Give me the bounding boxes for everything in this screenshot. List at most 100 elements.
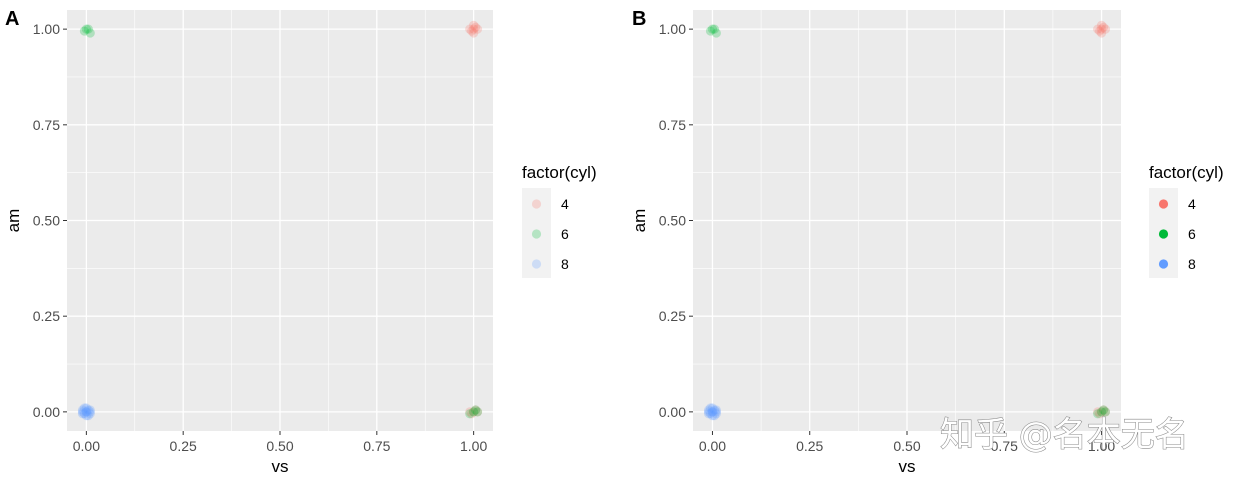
y-tick-label: 1.00 bbox=[659, 21, 686, 37]
data-point bbox=[1095, 26, 1105, 36]
legend-label: 8 bbox=[561, 256, 569, 272]
data-point bbox=[465, 409, 475, 419]
x-tick-label: 0.75 bbox=[363, 438, 390, 454]
data-point bbox=[1093, 24, 1103, 34]
x-tick-label: 0.50 bbox=[266, 438, 293, 454]
data-point bbox=[77, 409, 88, 419]
data-point bbox=[83, 405, 93, 415]
data-point bbox=[711, 28, 721, 38]
data-point bbox=[81, 403, 91, 413]
data-point bbox=[707, 407, 718, 417]
data-point bbox=[707, 24, 718, 34]
y-tick-label: 0.50 bbox=[33, 213, 60, 229]
data-point bbox=[467, 409, 477, 419]
data-point bbox=[472, 407, 483, 417]
data-point bbox=[707, 407, 718, 417]
data-point bbox=[81, 24, 91, 34]
x-tick-label: 0.50 bbox=[893, 438, 920, 454]
legend-label: 6 bbox=[1188, 226, 1196, 242]
data-point bbox=[467, 26, 477, 36]
y-tick-label: 0.50 bbox=[659, 213, 686, 229]
y-tick-label: 1.00 bbox=[33, 21, 60, 37]
y-tick-label: 0.00 bbox=[659, 404, 686, 420]
data-point bbox=[472, 407, 483, 417]
y-axis-title: am bbox=[4, 209, 23, 233]
data-point bbox=[1096, 24, 1107, 34]
legend-label: 4 bbox=[561, 196, 569, 212]
data-point bbox=[1098, 22, 1109, 32]
data-point bbox=[1100, 407, 1111, 417]
data-point bbox=[85, 405, 95, 415]
data-point bbox=[711, 407, 721, 417]
legend-key-background bbox=[522, 188, 551, 278]
data-point bbox=[85, 407, 95, 417]
data-point bbox=[1098, 405, 1109, 415]
data-point bbox=[1098, 405, 1109, 415]
x-tick-label: 0.00 bbox=[73, 438, 100, 454]
legend-key bbox=[531, 199, 542, 209]
panel-b: B 0.00 0.25 0.50 0.75 1.00 0.00 0.25 0.50 0.75 1.0… bbox=[630, 8, 1224, 476]
legend-key bbox=[1158, 259, 1169, 269]
data-point bbox=[1096, 20, 1107, 30]
data-point bbox=[707, 403, 718, 413]
panel-letter: B bbox=[632, 8, 646, 30]
legend-key bbox=[531, 229, 542, 239]
x-axis-title: vs bbox=[272, 457, 289, 476]
data-point bbox=[705, 409, 716, 419]
legend-label: 6 bbox=[561, 226, 569, 242]
data-point bbox=[1093, 409, 1103, 419]
data-point bbox=[1096, 407, 1107, 417]
x-tick-label: 1.00 bbox=[1088, 438, 1115, 454]
legend-key bbox=[531, 259, 542, 269]
data-point bbox=[79, 403, 90, 413]
data-point bbox=[470, 22, 481, 32]
data-point bbox=[1093, 407, 1103, 417]
data-point bbox=[705, 403, 716, 413]
data-point bbox=[465, 24, 475, 34]
watermark-text: 知乎 @名本无名 bbox=[940, 415, 1189, 455]
data-point bbox=[470, 405, 481, 415]
legend-title: factor(cyl) bbox=[522, 163, 597, 182]
x-tick-label: 0.25 bbox=[796, 438, 823, 454]
data-point bbox=[711, 409, 721, 419]
data-point bbox=[83, 24, 93, 34]
data-point bbox=[81, 407, 91, 417]
data-point bbox=[703, 409, 714, 419]
panel-letter: A bbox=[5, 8, 19, 30]
data-point bbox=[83, 411, 93, 421]
data-point bbox=[469, 407, 479, 417]
y-tick-label: 0.75 bbox=[659, 117, 686, 133]
data-point bbox=[703, 407, 714, 417]
x-tick-label: 0.00 bbox=[699, 438, 726, 454]
data-point bbox=[707, 411, 718, 421]
data-point bbox=[1095, 409, 1105, 419]
data-point bbox=[1100, 24, 1111, 34]
data-point bbox=[469, 24, 479, 34]
data-point bbox=[469, 20, 479, 30]
data-point bbox=[709, 405, 720, 415]
data-point bbox=[1100, 407, 1111, 417]
data-point bbox=[709, 411, 720, 421]
y-tick-label: 0.00 bbox=[33, 404, 60, 420]
data-point bbox=[469, 407, 479, 417]
data-point bbox=[79, 26, 90, 36]
data-point bbox=[1096, 28, 1107, 38]
x-tick-label: 1.00 bbox=[460, 438, 487, 454]
data-point bbox=[79, 409, 90, 419]
data-point bbox=[469, 28, 479, 38]
y-axis-title: am bbox=[630, 209, 649, 233]
legend-title: factor(cyl) bbox=[1149, 163, 1224, 182]
data-point bbox=[711, 405, 721, 415]
data-point bbox=[1096, 407, 1107, 417]
y-tick-label: 0.25 bbox=[33, 308, 60, 324]
data-point bbox=[81, 407, 91, 417]
panel-a: A 0.00 0.25 0.50 0.75 1.00 0.00 0.25 0.50 0.75 1.0… bbox=[4, 8, 597, 476]
legend-label: 8 bbox=[1188, 256, 1196, 272]
y-tick-label: 0.75 bbox=[33, 117, 60, 133]
legend-key bbox=[1158, 199, 1169, 209]
data-point bbox=[85, 409, 95, 419]
data-point bbox=[77, 407, 88, 417]
y-tick-label: 0.25 bbox=[659, 308, 686, 324]
x-tick-label: 0.25 bbox=[170, 438, 197, 454]
